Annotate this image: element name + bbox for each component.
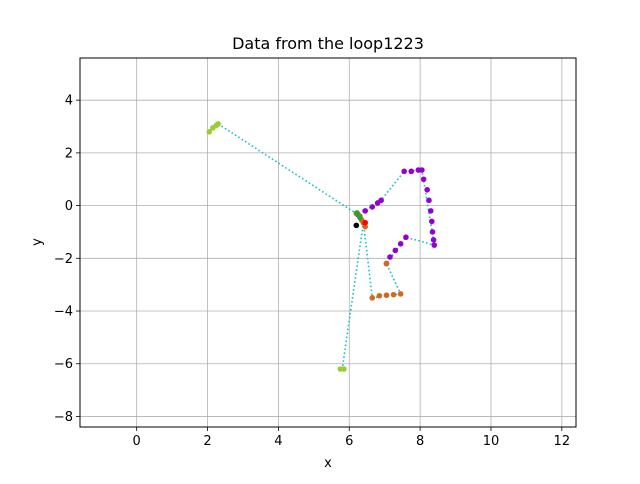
y-tick-label: −6 [54,357,73,372]
x-tick-label: 10 [483,434,500,449]
data-point [401,168,407,175]
data-point [429,218,435,225]
data-point [353,222,360,229]
chart-title: Data from the loop1223 [232,34,424,53]
data-point [378,197,384,204]
data-point [362,219,369,226]
data-point [362,208,369,214]
x-tick-label: 2 [203,434,211,449]
data-point [397,291,404,297]
data-point [430,237,437,243]
data-point [390,291,397,298]
data-point [215,121,221,127]
data-point [383,292,390,299]
x-tick-label: 8 [416,434,424,449]
data-point [369,295,376,301]
data-point [341,366,347,372]
data-point [387,254,393,260]
data-point [354,210,360,216]
data-point [392,247,399,254]
x-axis-label: x [324,456,332,471]
y-tick-label: 4 [65,94,73,109]
data-point [206,129,213,135]
y-tick-label: −8 [54,410,73,425]
axis-ticks: 0 2 4 6 8 10 12 −8 −6 −4 −2 0 2 4 [54,94,570,449]
data-point [427,208,434,214]
data-point [357,214,363,221]
x-tick-label: 0 [133,434,141,449]
data-point [426,197,432,204]
data-point [408,168,415,175]
y-tick-label: −4 [54,305,73,320]
plot-frame [79,57,577,428]
data-point [429,229,436,235]
y-tick-label: 2 [65,146,73,161]
data-point [397,241,404,247]
data-point [419,167,425,173]
data-point [369,204,376,210]
y-tick-label: 0 [65,199,73,214]
data-point [403,234,409,241]
data-points [206,121,438,372]
x-tick-label: 12 [554,434,571,449]
data-point [376,292,383,299]
x-tick-label: 4 [274,434,282,449]
data-point [431,242,438,248]
grid [80,58,576,427]
x-tick-label: 6 [345,434,353,449]
data-point [383,260,390,267]
data-point [420,176,427,183]
y-tick-label: −2 [54,252,73,267]
data-point [362,223,369,230]
y-axis-label: y [30,238,45,246]
data-point [424,186,431,193]
